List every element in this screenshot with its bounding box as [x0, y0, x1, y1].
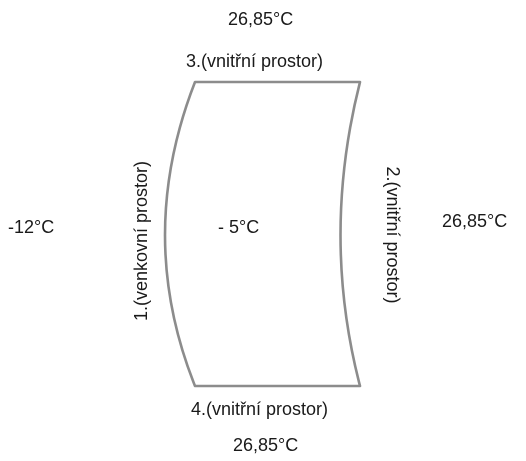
wall-2-label: 2.(vnitřní prostor)	[383, 166, 403, 304]
top-temperature-label: 26,85°C	[228, 9, 294, 29]
wall-4-label: 4.(vnitřní prostor)	[191, 399, 329, 419]
right-temperature-label: 26,85°C	[442, 211, 508, 231]
room-outline	[163, 80, 362, 388]
outside-temperature-label: -12°C	[8, 217, 55, 237]
inside-temperature-label: - 5°C	[218, 217, 260, 237]
bottom-temperature-label: 26,85°C	[233, 435, 299, 455]
wall-3-label: 3.(vnitřní prostor)	[186, 51, 324, 71]
wall-1-label: 1.(venkovní prostor)	[131, 160, 151, 322]
